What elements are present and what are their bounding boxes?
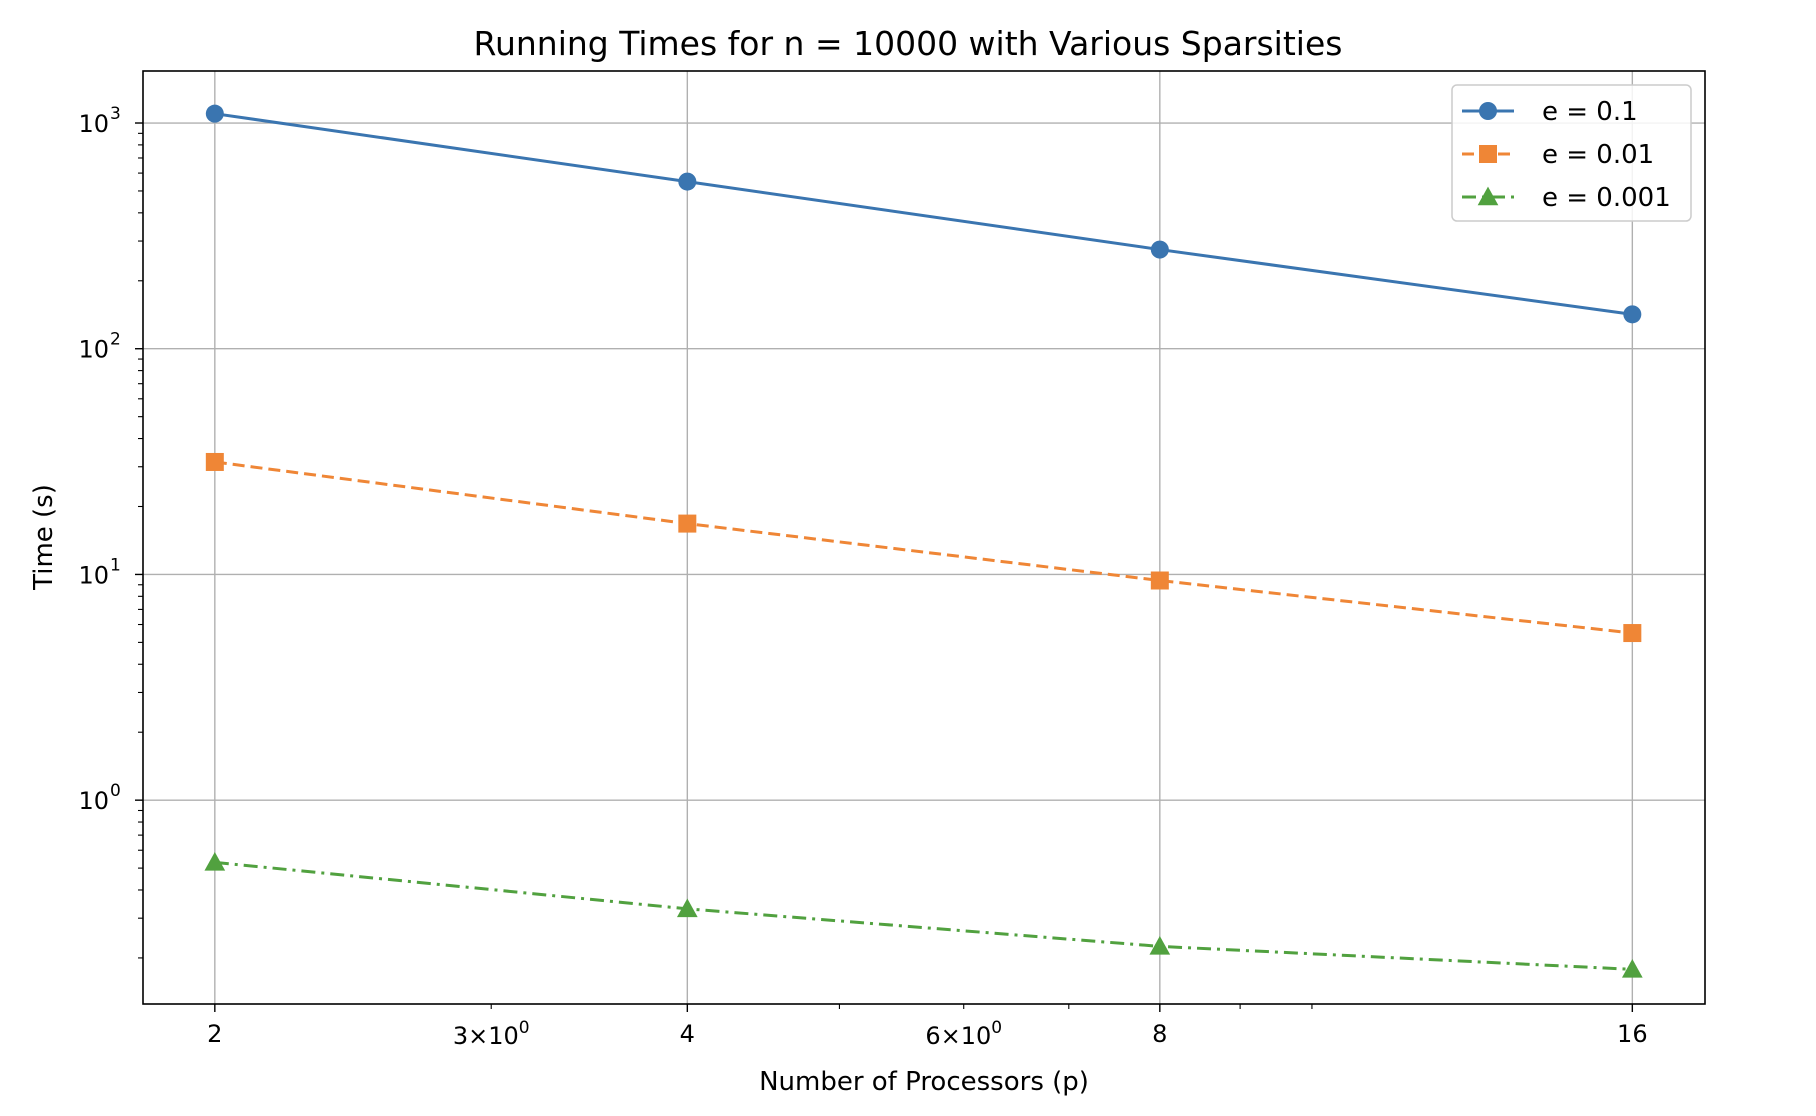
legend-label: e = 0.01 xyxy=(1542,140,1654,170)
x-tick-label: 16 xyxy=(1617,1020,1648,1048)
data-point-marker xyxy=(678,514,697,533)
grid xyxy=(143,71,1705,1004)
series-line xyxy=(214,460,1633,635)
data-point-marker xyxy=(676,898,698,918)
y-tick-exponent: 0 xyxy=(110,781,121,801)
y-tick-label: 10 xyxy=(78,336,109,364)
series-group xyxy=(204,852,1643,978)
x-tick-label: 2 xyxy=(207,1020,222,1048)
data-point-marker xyxy=(678,172,697,191)
data-point-marker xyxy=(1150,240,1169,259)
x-minor-tick-label: 6×100 xyxy=(925,1018,1002,1050)
y-tick-exponent: 2 xyxy=(110,330,121,350)
series-line xyxy=(214,860,1633,971)
series-line xyxy=(214,112,1633,316)
data-point-marker xyxy=(1149,936,1171,955)
legend-box xyxy=(1451,84,1692,222)
plot-frame xyxy=(142,70,1706,1005)
data-point-marker xyxy=(204,852,226,871)
legend: e = 0.1 e = 0.01 e = 0.001 xyxy=(1451,84,1692,222)
legend-item: e = 0.01 xyxy=(1462,140,1654,170)
x-tick-label: 8 xyxy=(1152,1020,1167,1048)
data-point-marker xyxy=(1623,624,1642,643)
legend-label: e = 0.001 xyxy=(1542,183,1671,213)
data-point-marker xyxy=(1479,102,1497,120)
y-tick-label: 10 xyxy=(78,561,109,589)
x-tick-label: 4 xyxy=(680,1020,695,1048)
data-point-marker xyxy=(205,104,224,123)
legend-item: e = 0.001 xyxy=(1462,183,1671,213)
chart-title: Running Times for n = 10000 with Various… xyxy=(474,24,1343,63)
y-tick-exponent: 3 xyxy=(110,104,121,124)
data-point-marker xyxy=(1479,145,1497,163)
series-group xyxy=(205,104,1642,324)
data-point-marker xyxy=(1623,305,1642,324)
legend-label: e = 0.1 xyxy=(1542,97,1638,127)
x-minor-tick-label: 3×100 xyxy=(453,1018,530,1050)
y-tick-exponent: 1 xyxy=(110,555,121,575)
x-axis-label: Number of Processors (p) xyxy=(759,1067,1089,1097)
y-tick-label: 10 xyxy=(78,787,109,815)
y-tick-label: 10 xyxy=(78,110,109,138)
series-group xyxy=(205,452,1642,643)
y-axis-label: Time (s) xyxy=(29,484,59,591)
series-lines xyxy=(204,104,1643,978)
data-point-marker xyxy=(1477,186,1499,206)
data-point-marker xyxy=(1621,959,1643,978)
legend-item: e = 0.1 xyxy=(1462,97,1638,127)
data-point-marker xyxy=(205,452,224,471)
data-point-marker xyxy=(1150,571,1169,590)
